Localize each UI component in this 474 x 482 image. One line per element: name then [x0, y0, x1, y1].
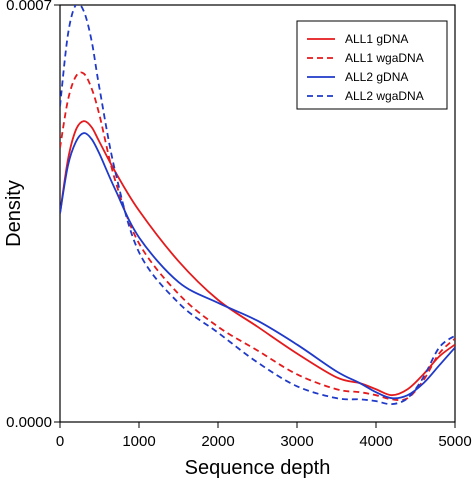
x-axis: 0 1000 2000 3000 4000 5000 — [56, 422, 472, 450]
y-tick-label: 0.0007 — [6, 0, 52, 14]
y-axis: 0.0000 0.0007 — [6, 0, 60, 431]
y-axis-title: Density — [3, 180, 25, 247]
legend-label: ALL2 wgaDNA — [345, 89, 424, 103]
legend: ALL1 gDNA ALL1 wgaDNA ALL2 gDNA ALL2 wgaDNA — [296, 20, 448, 110]
legend-label: ALL1 gDNA — [345, 32, 408, 46]
x-tick-label: 0 — [56, 433, 64, 450]
x-tick-label: 4000 — [359, 433, 392, 450]
series-layer — [60, 5, 455, 406]
x-tick-label: 3000 — [280, 433, 313, 450]
series-line-all1-wgadna — [60, 71, 455, 402]
x-tick-label: 5000 — [438, 433, 471, 450]
series-line-all1-gdna — [60, 120, 455, 397]
y-tick-label: 0.0000 — [6, 414, 52, 431]
series-line-all2-wgadna — [60, 5, 455, 406]
x-axis-title: Sequence depth — [185, 457, 331, 479]
legend-box — [296, 20, 448, 110]
x-tick-label: 2000 — [201, 433, 234, 450]
legend-label: ALL1 wgaDNA — [345, 51, 424, 65]
legend-label: ALL2 gDNA — [345, 70, 408, 84]
series-line-all2-gdna — [60, 132, 455, 400]
x-tick-label: 1000 — [122, 433, 155, 450]
